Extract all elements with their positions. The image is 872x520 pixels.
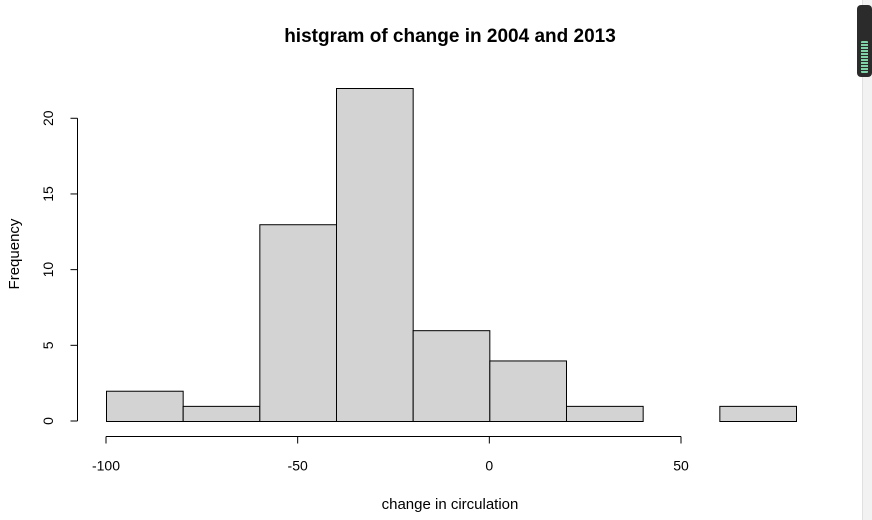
y-tick-label-3: 15: [40, 186, 56, 202]
histogram-bar-2: [259, 224, 338, 422]
histogram-bar-4: [412, 330, 491, 423]
scrollbar-grip-icon: [861, 41, 868, 73]
histogram-bar-3: [336, 88, 414, 422]
histogram-bar-8: [719, 405, 797, 423]
y-axis-label: Frequency: [6, 218, 23, 289]
x-tick-label-2: 0: [485, 458, 493, 474]
y-tick-label-0: 0: [40, 417, 56, 425]
histogram-bar-0: [106, 390, 184, 422]
x-tick-label-0: -100: [92, 458, 120, 474]
histogram-bar-1: [182, 405, 261, 423]
x-tick-label-3: 50: [673, 458, 689, 474]
y-tick-label-4: 20: [40, 110, 56, 126]
y-axis: 0 5 10 15 20: [40, 110, 78, 425]
histogram-bar-6: [566, 405, 644, 423]
y-tick-label-2: 10: [40, 262, 56, 278]
x-tick-label-1: -50: [288, 458, 308, 474]
x-axis-label: change in circulation: [382, 496, 519, 513]
bars-group: [106, 88, 797, 423]
histogram-bar-5: [489, 360, 568, 423]
y-tick-label-1: 5: [40, 341, 56, 349]
x-axis: -100 -50 0 50: [92, 436, 689, 474]
chart-title: histgram of change in 2004 and 2013: [284, 26, 616, 47]
vertical-scrollbar-thumb[interactable]: [857, 5, 872, 77]
vertical-scrollbar-track[interactable]: [862, 0, 872, 520]
